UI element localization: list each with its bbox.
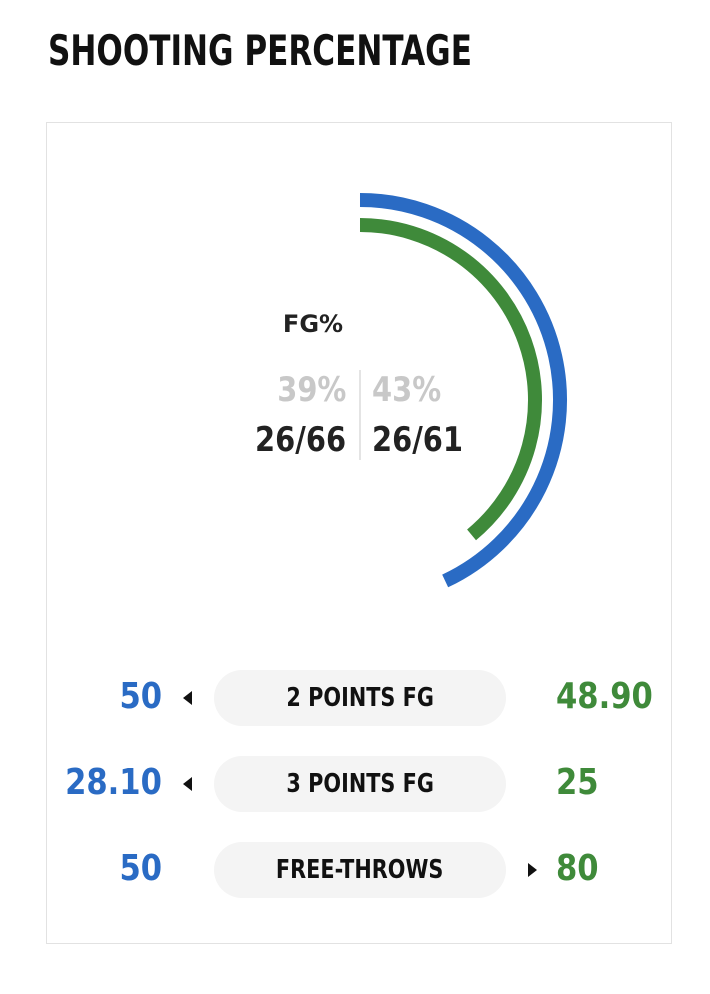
arrow-right-icon	[528, 863, 537, 877]
fg-left-pct: 39%	[276, 370, 346, 410]
stat-label-pill: FREE-THROWS	[214, 842, 506, 898]
stat-right-value: 80	[556, 848, 599, 889]
fg-arc-series-1	[359, 218, 542, 541]
fg-divider	[359, 370, 361, 460]
stat-right-value: 25	[556, 762, 599, 803]
stat-right-value: 48.90	[556, 676, 653, 717]
stat-label-pill: 2 POINTS FG	[214, 670, 506, 726]
stat-left-value: 50	[119, 848, 162, 889]
fg-left-made-attempted: 26/66	[255, 420, 346, 460]
stat-row-ft: 50 FREE-THROWS 80	[0, 842, 710, 898]
page-title: SHOOTING PERCENTAGE	[48, 26, 472, 75]
stat-row-3pt: 28.10 3 POINTS FG 25	[0, 756, 710, 812]
stat-label: 2 POINTS FG	[286, 683, 434, 713]
fg-right-pct: 43%	[372, 370, 442, 410]
stat-left-value: 28.10	[65, 762, 162, 803]
stat-label-pill: 3 POINTS FG	[214, 756, 506, 812]
stat-label: FREE-THROWS	[276, 855, 444, 885]
fg-arc-series-0	[359, 193, 567, 588]
stat-row-2pt: 50 2 POINTS FG 48.90	[0, 670, 710, 726]
fg-label: FG%	[282, 310, 344, 338]
arrow-left-icon	[183, 691, 192, 705]
fg-right-made-attempted: 26/61	[372, 420, 463, 460]
stat-left-value: 50	[119, 676, 162, 717]
arrow-left-icon	[183, 777, 192, 791]
stat-label: 3 POINTS FG	[286, 769, 434, 799]
